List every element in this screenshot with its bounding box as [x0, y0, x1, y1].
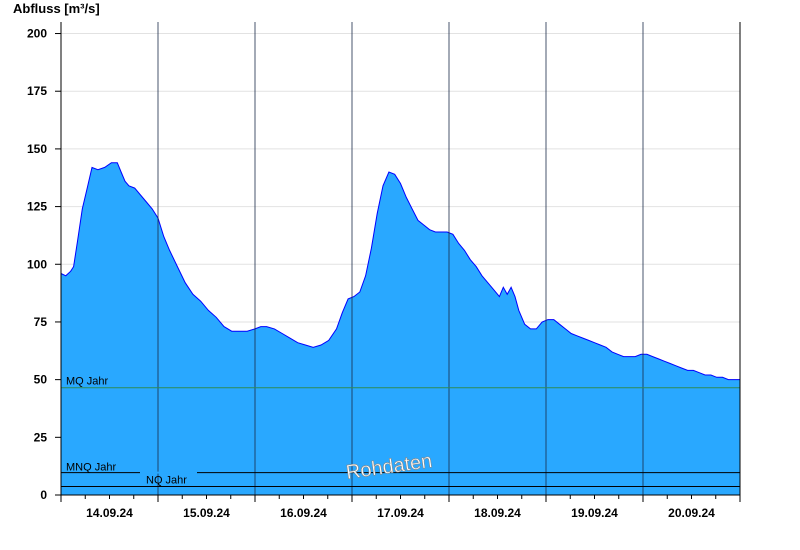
reference-lines: MQ Jahr MNQ Jahr NQ Jahr [61, 376, 740, 487]
x-tick-label: 19.09.24 [571, 506, 618, 520]
y-axis-ticks: 0 25 50 75 100 125 150 175 200 [27, 27, 61, 502]
y-tick-label: 25 [34, 430, 48, 444]
ref-label-mq: MQ Jahr [66, 376, 109, 388]
ref-line-gap [140, 471, 197, 474]
x-tick-label: 16.09.24 [280, 506, 327, 520]
day-separators [157, 22, 644, 495]
y-tick-label: 125 [27, 200, 47, 214]
y-axis-label: Abfluss [m³/s] [13, 1, 100, 16]
y-tick-label: 75 [34, 315, 48, 329]
x-axis-ticks: 14.09.24 15.09.24 16.09.24 17.09.24 18.09.24… [60, 495, 741, 520]
x-tick-label: 18.09.24 [474, 506, 521, 520]
ref-label-mnq: MNQ Jahr [66, 462, 116, 474]
y-tick-label: 50 [34, 373, 48, 387]
y-tick-label: 100 [27, 257, 47, 271]
series-area [61, 162, 740, 495]
discharge-area [60, 162, 740, 495]
ref-label-nq: NQ Jahr [146, 474, 187, 486]
x-tick-label: 17.09.24 [377, 506, 424, 520]
x-tick-label: 15.09.24 [183, 506, 230, 520]
y-tick-label: 175 [27, 84, 47, 98]
y-tick-label: 200 [27, 27, 47, 41]
y-tick-label: 0 [40, 488, 47, 502]
x-tick-label: 20.09.24 [668, 506, 715, 520]
y-tick-label: 150 [27, 142, 47, 156]
x-tick-label: 14.09.24 [86, 506, 133, 520]
